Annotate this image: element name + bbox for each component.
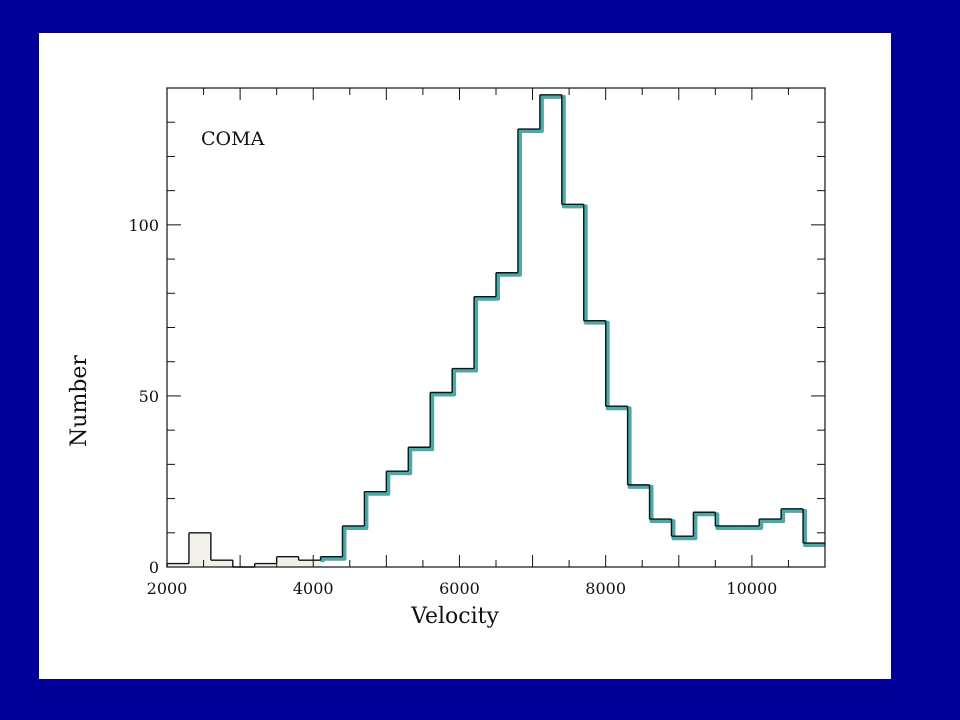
low-bin-fill: [188, 532, 211, 567]
y-tick-label: 50: [139, 387, 159, 406]
low-bin-fill: [254, 563, 277, 567]
overlay-line: [320, 94, 825, 563]
low-velocity-fill: [167, 532, 321, 567]
low-bin-fill: [167, 563, 189, 567]
x-tick-label: 8000: [585, 579, 626, 598]
x-tick-label: 10000: [726, 579, 777, 598]
x-axis-label: Velocity: [410, 604, 499, 629]
cluster-annotation: COMA: [201, 128, 265, 150]
histogram-bars: [166, 94, 825, 568]
x-tick-label: 4000: [293, 579, 334, 598]
y-axis-label: Number: [67, 355, 92, 447]
low-bin-fill: [276, 556, 299, 567]
x-tick-label: 2000: [147, 579, 188, 598]
y-tick-label: 0: [149, 558, 159, 577]
plot-frame: [166, 87, 826, 568]
axis-ticks: [166, 87, 826, 568]
histogram-chart: 2000 4000 6000 8000 10000 0 50 100 COMA Velocit…: [67, 87, 826, 629]
tick-labels: 2000 4000 6000 8000 10000 0 50 100: [128, 216, 777, 598]
low-bin-fill: [210, 560, 233, 567]
y-tick-label: 100: [128, 216, 159, 235]
figure-panel: 2000 4000 6000 8000 10000 0 50 100 COMA Velocit…: [39, 33, 891, 679]
x-tick-label: 6000: [439, 579, 480, 598]
low-bin-fill: [298, 560, 321, 567]
overlay-series: [320, 94, 825, 563]
